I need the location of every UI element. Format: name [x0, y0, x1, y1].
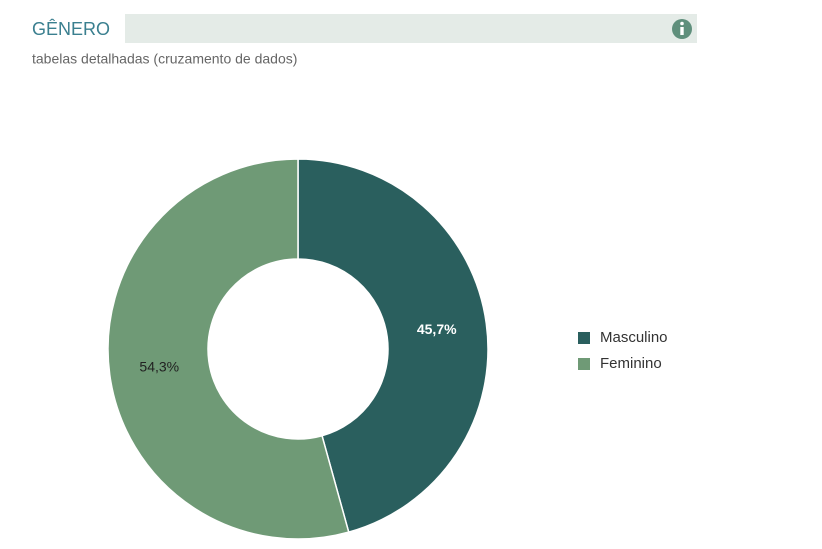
legend-swatch — [578, 332, 590, 344]
legend-label: Masculino — [600, 329, 668, 346]
data-label: 54,3% — [139, 359, 179, 375]
legend-swatch — [578, 358, 590, 370]
slice — [297, 158, 489, 534]
chart-subtitle: tabelas detalhadas (cruzamento de dados) — [32, 51, 297, 67]
slice — [107, 158, 350, 540]
info-icon[interactable] — [672, 19, 692, 39]
header-bar — [125, 14, 697, 43]
legend-label: Feminino — [600, 355, 662, 372]
chart-title: GÊNERO — [32, 19, 110, 39]
data-label: 45,7% — [417, 321, 457, 337]
